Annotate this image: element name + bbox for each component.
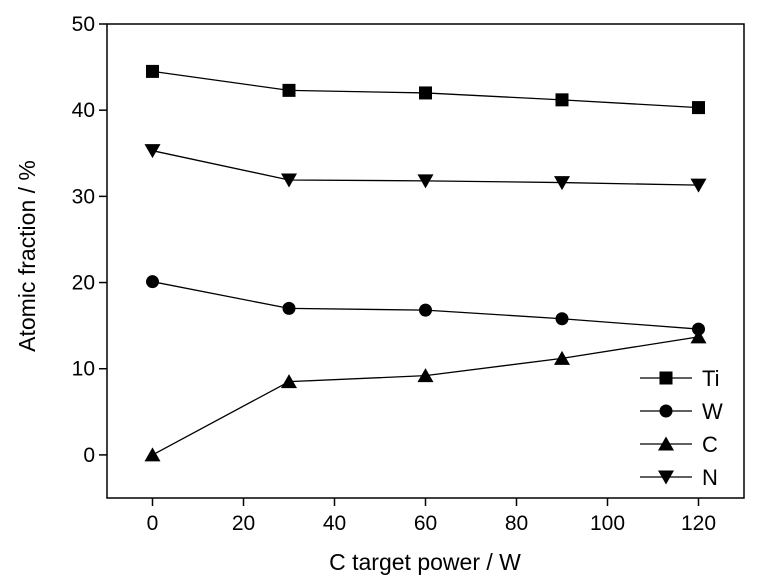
data-point-n xyxy=(690,178,707,193)
y-tick-label: 10 xyxy=(72,358,95,381)
x-tick-label: 60 xyxy=(414,512,437,535)
legend-marker-ti xyxy=(659,371,673,385)
legend-item-w: W xyxy=(640,399,723,424)
x-axis-title: C target power / W xyxy=(329,549,521,575)
y-tick-label: 50 xyxy=(72,13,95,36)
y-tick-label: 30 xyxy=(72,185,95,208)
data-point-n xyxy=(144,144,161,159)
data-point-w xyxy=(555,312,569,326)
series-n xyxy=(144,144,707,193)
x-axis-ticks: 0 20 40 60 80 100 120 xyxy=(147,498,716,535)
data-point-ti xyxy=(692,101,705,115)
legend: Ti WCN xyxy=(640,366,723,490)
data-point-c xyxy=(554,350,570,365)
data-point-w xyxy=(282,301,296,315)
legend-item-c: C xyxy=(640,432,718,457)
data-point-n xyxy=(417,174,434,189)
data-point-ti xyxy=(282,83,296,97)
legend-marker-w xyxy=(659,404,673,418)
y-tick-label: 20 xyxy=(72,272,95,295)
legend-marker-n xyxy=(658,470,674,485)
series-ti xyxy=(146,64,705,115)
y-tick-label: 40 xyxy=(72,99,95,122)
series-w xyxy=(146,275,705,336)
x-tick-label: 20 xyxy=(232,512,255,535)
data-point-c xyxy=(144,447,161,462)
legend-item-ti: Ti xyxy=(640,366,720,391)
x-tick-label: 120 xyxy=(681,512,716,535)
data-point-n xyxy=(554,176,570,191)
x-tick-label: 0 xyxy=(147,512,159,535)
data-point-w xyxy=(419,303,432,317)
data-point-w xyxy=(692,322,705,336)
data-point-w xyxy=(146,275,159,289)
x-tick-label: 100 xyxy=(590,512,625,535)
data-point-n xyxy=(281,173,297,188)
data-point-ti xyxy=(146,64,159,78)
series-line-c xyxy=(152,336,699,456)
legend-label: C xyxy=(702,432,718,457)
y-axis-title: Atomic fraction / % xyxy=(14,160,40,352)
series-layer xyxy=(144,64,707,462)
series-c xyxy=(144,329,707,462)
legend-item-n: N xyxy=(640,465,718,490)
legend-label: N xyxy=(702,465,718,490)
data-point-ti xyxy=(555,93,569,107)
data-point-c xyxy=(690,329,707,344)
data-point-ti xyxy=(419,86,432,100)
x-tick-label: 40 xyxy=(323,512,346,535)
y-axis-ticks: 0 10 20 30 40 50 xyxy=(72,13,107,467)
y-tick-label: 0 xyxy=(83,444,95,467)
legend-label: Ti xyxy=(702,366,720,391)
legend-marker-c xyxy=(658,436,674,451)
legend-label: W xyxy=(702,399,723,424)
data-point-c xyxy=(281,374,297,389)
data-point-c xyxy=(417,368,434,383)
x-tick-label: 80 xyxy=(505,512,528,535)
